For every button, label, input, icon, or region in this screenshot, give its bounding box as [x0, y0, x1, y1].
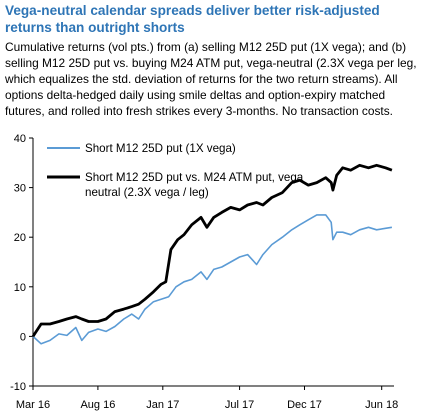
chart-title: Vega-neutral calendar spreads deliver be…: [5, 3, 380, 35]
series-lines: [31, 163, 393, 345]
x-tick-group: Mar 16 Aug 16 Jan 17 Jul 17 Dec 17 Jun 18: [16, 386, 398, 411]
y-tick-label: 0: [20, 331, 26, 343]
legend-label-single-put: Short M12 25D put (1X vega): [85, 142, 236, 155]
x-tick-label: Jul 17: [225, 399, 254, 411]
x-tick-label: Aug 16: [80, 399, 115, 411]
legend-label-calendar-spread: Short M12 25D put vs. M24 ATM put, vega …: [85, 171, 306, 199]
y-tick-label: 10: [14, 282, 26, 294]
chart-legend: Short M12 25D put (1X vega) Short M12 25…: [47, 142, 306, 199]
y-tick-group: -10 0 10 20 30 40: [10, 133, 33, 393]
series-line-calendar-spread: [31, 163, 393, 338]
x-tick-label: Jan 17: [146, 399, 179, 411]
legend-label-calendar-spread-line2: neutral (2.3X vega / leg): [85, 186, 209, 199]
y-tick-label: 30: [14, 183, 26, 195]
chart-subtitle: Cumulative returns (vol pts.) from (a) s…: [5, 40, 417, 118]
y-tick-label: -10: [10, 381, 26, 393]
series-line-single-put: [32, 214, 393, 345]
y-tick-label: 40: [14, 133, 26, 145]
y-tick-label: 20: [14, 232, 26, 244]
x-tick-label: Dec 17: [287, 399, 322, 411]
x-tick-label: Jun 18: [365, 399, 398, 411]
x-tick-label: Mar 16: [16, 399, 50, 411]
chart-axes: [32, 138, 394, 387]
legend-label-calendar-spread-line1: Short M12 25D put vs. M24 ATM put, vega: [85, 171, 304, 184]
